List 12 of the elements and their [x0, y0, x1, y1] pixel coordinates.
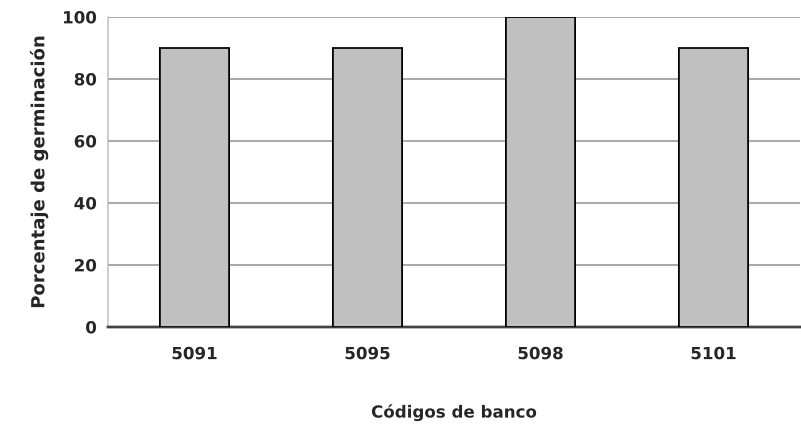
x-tick-label: 5095 — [346, 346, 390, 360]
x-axis-title: Códigos de banco — [372, 404, 536, 422]
x-tick-label: 5098 — [518, 346, 563, 360]
y-tick-label: 80 — [74, 72, 96, 86]
y-tick-label: 20 — [75, 258, 96, 272]
y-tick-label: 60 — [74, 134, 96, 148]
x-tick-label: 5091 — [172, 346, 217, 360]
y-tick-label: 0 — [86, 320, 96, 334]
y-axis-title: Porcentaje de germinación — [30, 36, 48, 308]
x-tick-label: 5101 — [692, 346, 736, 360]
y-tick-label: 40 — [74, 196, 96, 210]
y-tick-label: 100 — [64, 10, 96, 24]
